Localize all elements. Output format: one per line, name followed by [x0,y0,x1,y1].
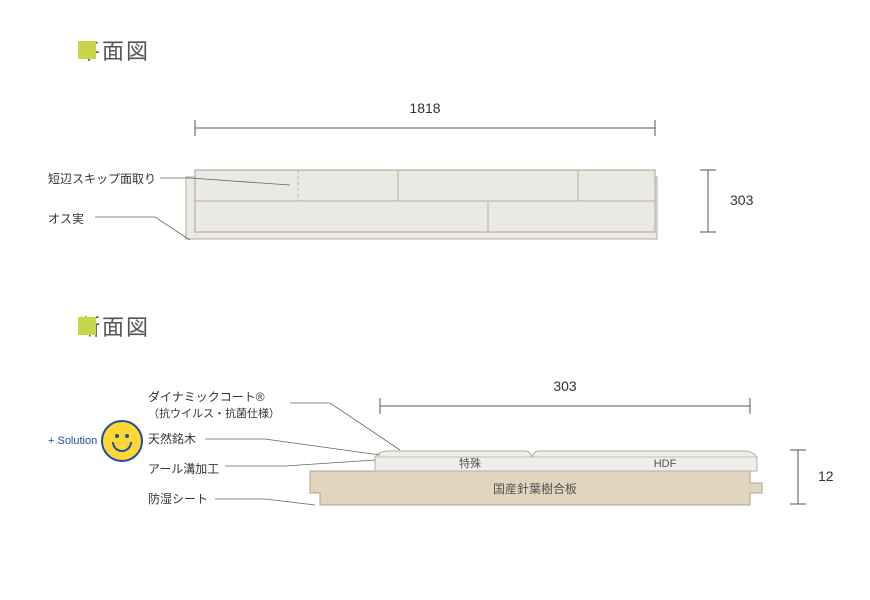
section-dim-right [790,450,810,504]
section-title-row: 断面図 [78,310,150,342]
section-coat-label: ダイナミックコート® （抗ウイルス・抗菌仕様） [148,388,280,421]
svg-text:国産針葉樹合板: 国産針葉樹合板 [493,481,577,496]
plan-osumi-leader [95,215,195,245]
section-dim-top [380,398,750,418]
svg-text:HDF: HDF [654,458,677,470]
solution-badge: + Solution [48,420,143,462]
plan-chamfer-label: 短辺スキップ面取り [48,170,156,187]
bullet-icon [78,41,96,59]
bullet-icon [78,317,96,335]
groove-leader [225,460,385,472]
svg-text:特殊: 特殊 [459,456,481,470]
plan-height-dim: 303 [730,192,753,208]
section-height-dim: 12 [818,468,834,484]
sheet-leader [215,495,325,510]
plan-width-dim: 1818 [195,100,655,116]
section-veneer-label: 天然銘木 [148,430,196,447]
section-width-dim: 303 [380,378,750,394]
plan-dim-top [195,120,655,140]
smile-icon [101,420,143,462]
badge-text: + Solution [48,435,97,447]
plan-dim-right [700,170,720,232]
section-groove-label: アール溝加工 [148,460,219,477]
section-sheet-label: 防湿シート [148,490,208,507]
veneer-leader [205,435,385,460]
plan-title-row: 平面図 [78,34,150,66]
plan-chamfer-leader [160,170,300,190]
plan-osumi-label: オス実 [48,210,84,227]
